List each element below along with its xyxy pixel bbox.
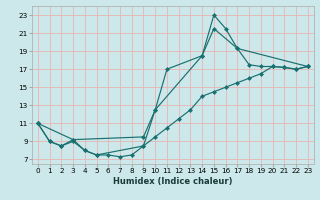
X-axis label: Humidex (Indice chaleur): Humidex (Indice chaleur) xyxy=(113,177,233,186)
